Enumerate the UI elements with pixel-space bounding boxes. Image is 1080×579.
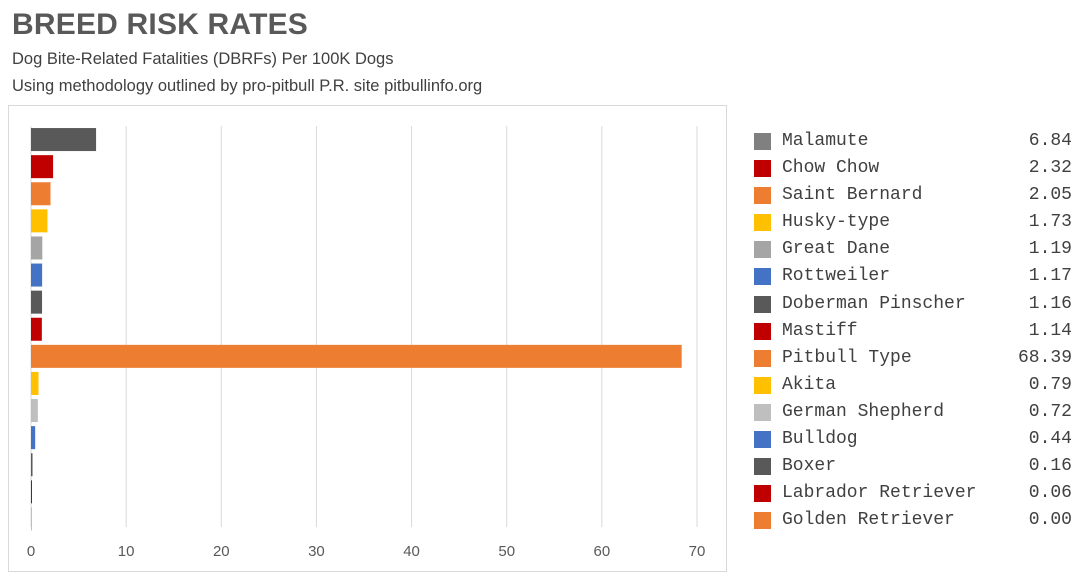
legend-item: Doberman Pinscher 1.16 <box>754 291 1076 318</box>
x-tick-label: 50 <box>498 543 515 560</box>
x-tick-label: 20 <box>213 543 230 560</box>
legend-item: Great Dane 1.19 <box>754 236 1076 263</box>
legend-swatch <box>754 268 771 286</box>
legend-label: Boxer <box>782 456 837 477</box>
bar-labrador-retriever <box>31 480 32 504</box>
legend-item: Mastiff 1.14 <box>754 318 1076 345</box>
legend-label: Labrador Retriever <box>782 483 977 504</box>
legend-swatch <box>754 431 771 449</box>
legend-label: Doberman Pinscher <box>782 293 966 314</box>
x-tick-label: 70 <box>689 543 706 560</box>
legend-swatch <box>754 187 771 205</box>
bar-pitbull-type <box>31 344 682 368</box>
bar-german-shepherd <box>31 399 38 423</box>
legend-swatch <box>754 349 771 367</box>
legend-item: Golden Retriever 0.00 <box>754 507 1076 534</box>
legend-value: 0.44 <box>1028 429 1072 450</box>
chart-legend: Malamute 6.84 Chow Chow 2.32 Saint Bernard 2.… <box>754 128 1076 534</box>
x-tick-label: 60 <box>594 543 611 560</box>
legend-label: Saint Bernard <box>782 185 923 206</box>
x-tick-label: 30 <box>308 543 325 560</box>
x-tick-label: 10 <box>118 543 135 560</box>
bar-doberman-pinscher <box>31 290 43 314</box>
x-tick-label: 0 <box>27 543 35 560</box>
legend-item: Malamute 6.84 <box>754 128 1076 155</box>
legend-swatch <box>754 295 771 313</box>
legend-item: Pitbull Type 68.39 <box>754 345 1076 372</box>
chart-plot-area <box>8 105 727 572</box>
legend-item: Boxer 0.16 <box>754 453 1076 480</box>
legend-item: Chow Chow 2.32 <box>754 155 1076 182</box>
legend-swatch <box>754 214 771 232</box>
bar-malamute <box>31 128 97 152</box>
legend-value: 0.06 <box>1028 483 1072 504</box>
legend-item: Bulldog 0.44 <box>754 426 1076 453</box>
legend-value: 1.17 <box>1028 266 1072 287</box>
bar-akita <box>31 371 39 395</box>
x-tick-label: 40 <box>403 543 420 560</box>
bar-chow-chow <box>31 155 54 179</box>
legend-item: German Shepherd 0.72 <box>754 399 1076 426</box>
legend-label: Great Dane <box>782 239 891 260</box>
legend-label: Golden Retriever <box>782 510 955 531</box>
legend-label: Bulldog <box>782 429 858 450</box>
bar-mastiff <box>31 317 42 341</box>
legend-swatch <box>754 403 771 421</box>
legend-value: 6.84 <box>1028 131 1072 151</box>
bar-golden-retriever <box>31 507 32 531</box>
legend-label: Husky-type <box>782 212 891 233</box>
legend-value: 0.72 <box>1028 401 1072 422</box>
chart-title: BREED RISK RATES <box>12 8 309 41</box>
legend-swatch <box>754 512 771 530</box>
legend-swatch <box>754 241 771 259</box>
legend-value: 1.14 <box>1028 320 1072 341</box>
legend-value: 2.05 <box>1028 185 1072 206</box>
legend-item: Akita 0.79 <box>754 372 1076 399</box>
bar-boxer <box>31 453 33 477</box>
legend-item: Labrador Retriever 0.06 <box>754 480 1076 507</box>
legend-value: 0.79 <box>1028 374 1072 395</box>
legend-label: Akita <box>782 374 837 395</box>
bar-bulldog <box>31 426 36 450</box>
legend-value: 1.73 <box>1028 212 1072 233</box>
legend-label: Malamute <box>782 131 869 151</box>
bar-rottweiler <box>31 263 43 287</box>
methodology-note: Using methodology outlined by pro-pitbul… <box>12 77 483 95</box>
legend-value: 0.00 <box>1028 510 1072 531</box>
legend-value: 2.32 <box>1028 158 1072 179</box>
legend-label: Chow Chow <box>782 158 880 179</box>
legend-label: Mastiff <box>782 320 858 341</box>
legend-item: Saint Bernard 2.05 <box>754 182 1076 209</box>
bar-husky-type <box>31 209 48 233</box>
legend-label: Rottweiler <box>782 266 891 287</box>
legend-item: Rottweiler 1.17 <box>754 263 1076 290</box>
bar-saint-bernard <box>31 182 51 206</box>
legend-value: 68.39 <box>1017 347 1072 368</box>
legend-swatch <box>754 376 771 394</box>
legend-item: Husky-type 1.73 <box>754 209 1076 236</box>
legend-swatch <box>754 485 771 503</box>
legend-swatch <box>754 133 771 150</box>
legend-label: German Shepherd <box>782 401 945 422</box>
legend-swatch <box>754 160 771 178</box>
legend-value: 0.16 <box>1028 456 1072 477</box>
legend-swatch <box>754 322 771 340</box>
legend-value: 1.19 <box>1028 239 1072 260</box>
bar-great-dane <box>31 236 43 260</box>
legend-swatch <box>754 458 771 476</box>
chart-subtitle: Dog Bite-Related Fatalities (DBRFs) Per … <box>12 50 394 68</box>
legend-label: Pitbull Type <box>782 347 912 368</box>
legend-value: 1.16 <box>1028 293 1072 314</box>
